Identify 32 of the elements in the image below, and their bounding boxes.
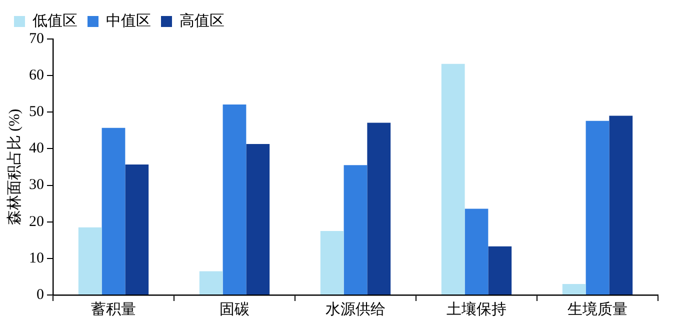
bar xyxy=(246,144,270,294)
legend-label: 高值区 xyxy=(180,12,224,30)
bar xyxy=(125,164,149,294)
y-tick-label: 30 xyxy=(29,177,44,194)
bar xyxy=(609,116,633,294)
bar xyxy=(102,128,126,294)
bar xyxy=(199,271,223,294)
bar xyxy=(367,122,391,294)
x-tick-label: 蓄积量 xyxy=(91,300,136,318)
legend-label: 中值区 xyxy=(106,12,151,30)
x-tick-label: 固碳 xyxy=(220,300,250,318)
y-tick-label: 10 xyxy=(29,250,44,266)
bar xyxy=(562,284,586,294)
bar xyxy=(78,227,102,294)
y-tick-label: 20 xyxy=(29,214,44,230)
legend-label: 低值区 xyxy=(32,13,78,30)
x-tick-label: 生境质量 xyxy=(568,300,628,318)
x-tick-label: 土壤保持 xyxy=(446,300,506,318)
y-axis-title: 森林面积占比 (%) xyxy=(6,108,23,226)
y-tick-label: 0 xyxy=(36,286,44,303)
bar xyxy=(320,231,344,294)
y-tick-label: 40 xyxy=(29,140,44,157)
y-tick-label: 60 xyxy=(29,68,44,84)
bar xyxy=(488,246,512,294)
bar xyxy=(441,64,465,294)
y-tick-label: 50 xyxy=(29,104,44,120)
bar xyxy=(222,104,246,294)
bar xyxy=(344,165,368,294)
bar xyxy=(464,208,488,294)
bar xyxy=(586,120,610,294)
x-tick-label: 水源供给 xyxy=(326,300,386,318)
y-tick-label: 70 xyxy=(29,30,44,47)
